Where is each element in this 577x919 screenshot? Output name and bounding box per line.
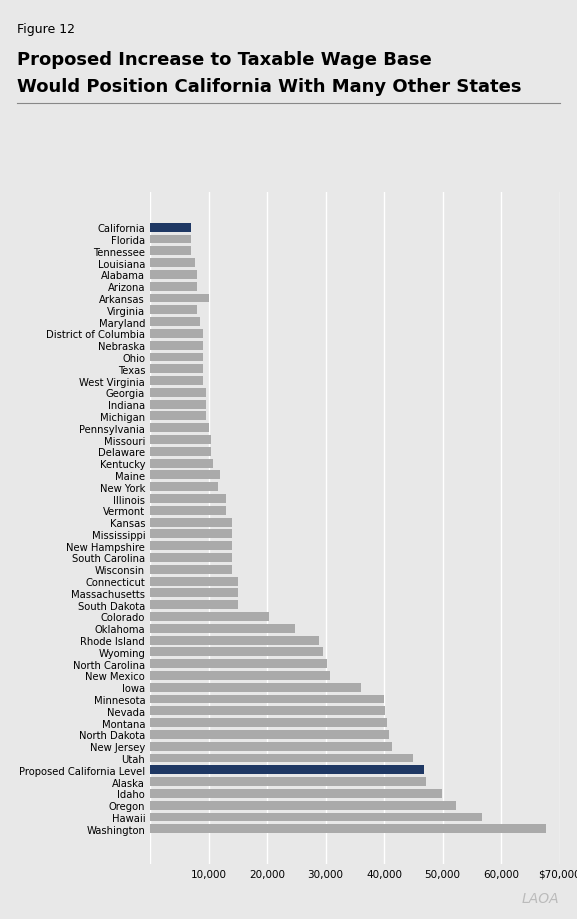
Bar [150,660,327,668]
Bar [150,719,387,727]
Bar [150,541,232,550]
Bar [150,247,191,255]
Text: Proposed Increase to Taxable Wage Base: Proposed Increase to Taxable Wage Base [17,51,432,69]
Bar [150,695,384,704]
Bar [150,377,203,386]
Bar [150,506,226,516]
Bar [150,577,238,586]
Bar [150,365,203,374]
Bar [150,223,191,233]
Bar [150,294,208,303]
Text: Would Position California With Many Other States: Would Position California With Many Othe… [17,78,522,96]
Bar [150,824,546,834]
Bar [150,648,323,656]
Bar [150,742,392,751]
Bar [150,789,442,798]
Bar [150,235,191,244]
Bar [150,436,211,445]
Bar [150,812,482,822]
Bar [150,401,205,409]
Bar [150,306,197,315]
Bar [150,766,424,775]
Bar [150,424,208,433]
Bar [150,636,319,645]
Bar [150,353,203,362]
Bar [150,341,203,350]
Bar [150,707,385,716]
Bar [150,601,238,609]
Bar [150,671,330,680]
Bar [150,589,238,597]
Bar [150,553,232,562]
Bar [150,389,205,397]
Bar [150,518,232,527]
Bar [150,448,211,456]
Bar [150,318,200,326]
Bar [150,282,197,291]
Bar [150,731,389,739]
Bar [150,482,218,492]
Bar [150,565,232,574]
Text: Figure 12: Figure 12 [17,23,76,36]
Bar [150,471,220,480]
Bar [150,460,213,468]
Bar [150,624,295,633]
Bar [150,330,203,338]
Bar [150,412,205,421]
Bar [150,777,426,787]
Bar [150,259,195,267]
Text: LAOA: LAOA [522,891,560,905]
Bar [150,270,197,279]
Bar [150,754,413,763]
Bar [150,494,226,504]
Bar [150,683,361,692]
Bar [150,801,456,810]
Bar [150,612,269,621]
Bar [150,530,232,539]
